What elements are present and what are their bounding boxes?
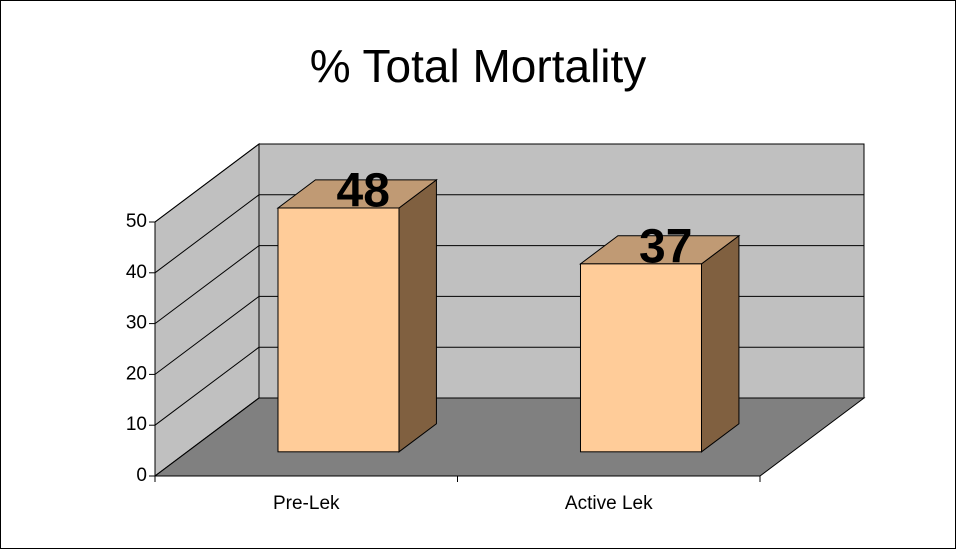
bar [277,207,400,453]
grid-line [154,397,260,477]
data-label: 37 [639,220,692,273]
y-tick-label: 10 [126,414,147,435]
grid-line [154,346,260,426]
y-tick-label: 20 [126,363,147,384]
grid-line [154,295,260,375]
grid-line [154,143,260,223]
x-tick-label: Active Lek [565,493,653,514]
y-tick-label: 0 [136,465,147,486]
bar-side [700,234,740,453]
y-tick-label: 50 [126,211,147,232]
floor [153,397,866,477]
bar-side [398,178,437,453]
grid-line [154,194,260,274]
y-tick-label: 30 [126,313,147,334]
x-tick-label: Pre-Lek [273,493,340,514]
grid-line [154,245,260,325]
data-label: 48 [337,165,390,218]
chart-title: % Total Mortality [310,40,647,92]
y-tick-label: 40 [126,262,147,283]
bar [579,263,702,453]
